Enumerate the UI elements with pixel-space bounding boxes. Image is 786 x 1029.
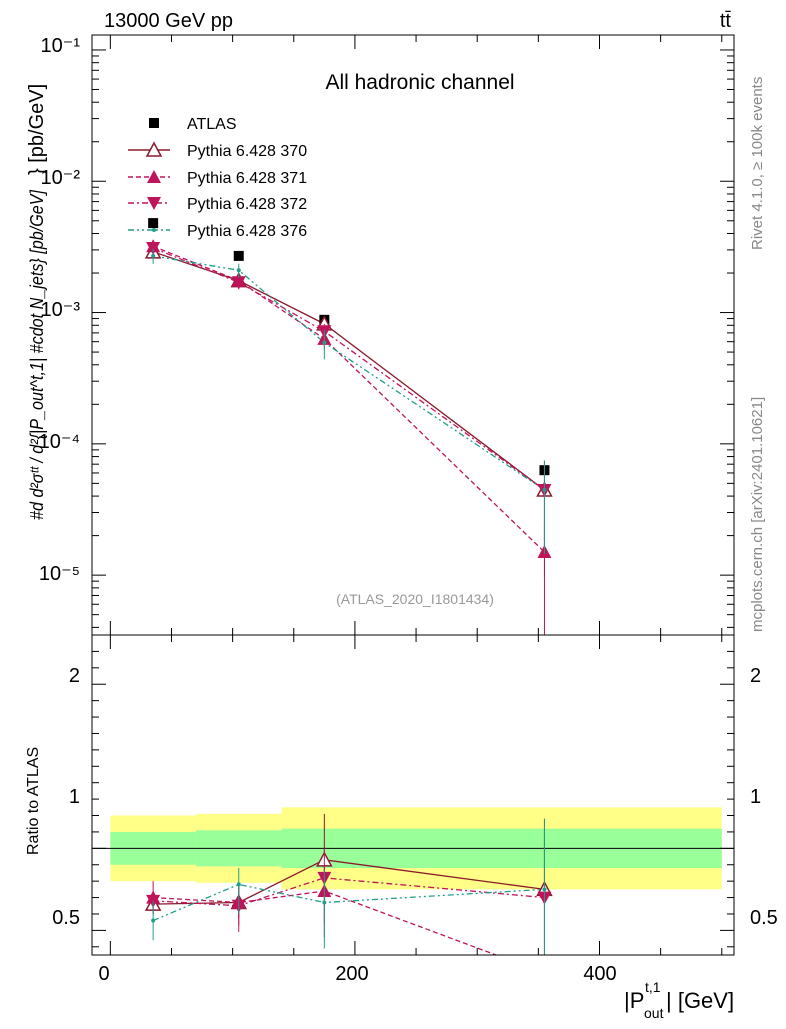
- main-title: All hadronic channel: [325, 71, 514, 94]
- main-series-line-2: [152, 245, 545, 553]
- ratio-series-marks: [144, 813, 553, 979]
- main-point-4-3: [542, 488, 547, 493]
- legend-label-atlas: ATLAS: [187, 116, 237, 133]
- ratio-ytick-left-0.5: 0.5: [52, 907, 80, 929]
- ratio-series-line-2: [153, 877, 545, 907]
- x-axis-label-unit: | [GeV]: [666, 988, 734, 1013]
- legend-marker-370: [145, 141, 163, 157]
- main-x-ticks: [109, 35, 723, 635]
- legend-marker-atlas: [149, 118, 159, 128]
- main-y-axis-unit: } [pb/GeV]: [26, 84, 48, 175]
- legend-entry-372: Pythia 6.428 372: [128, 196, 307, 213]
- legend-label-372: Pythia 6.428 372: [187, 196, 307, 213]
- ratio-plot-panel: 0.5 1 2 0.5 1 2 0 200 400 Ratio to ATLAS…: [25, 634, 778, 1021]
- legend-entry-atlas: ATLAS: [149, 116, 237, 133]
- ratio-point-3-2: [322, 900, 327, 905]
- main-y-ticks: [92, 49, 734, 628]
- ratio-y-ticks: [92, 650, 734, 948]
- x-axis-label-p: |P: [624, 988, 644, 1013]
- ratio-ytick-right-0.5: 0.5: [750, 907, 778, 929]
- ytick-label-1e-2: 10⁻²: [41, 167, 81, 189]
- ratio-point-1-3: [537, 966, 551, 979]
- legend-label-370: Pythia 6.428 370: [187, 143, 307, 160]
- ratio-series-line-3: [152, 883, 545, 922]
- source-label: mcplots.cern.ch [arXiv:2401.10621]: [749, 397, 766, 632]
- main-point-4-2: [322, 340, 327, 345]
- main-series-marks: [144, 218, 553, 635]
- legend-entry-376: Pythia 6.428 376: [128, 223, 307, 240]
- main-plot-panel: 10⁻¹ 10⁻² 10⁻³ 10⁻⁴ 10⁻⁵ All hadronic ch…: [26, 34, 735, 636]
- ratio-point-3-0: [151, 918, 156, 923]
- ratio-x-ticks: [109, 635, 723, 955]
- ratio-point-3-1: [236, 882, 241, 887]
- ratio-ytick-right-1: 1: [750, 786, 761, 808]
- legend-entry-370: Pythia 6.428 370: [128, 141, 307, 160]
- ytick-label-1e-1: 10⁻¹: [41, 35, 81, 57]
- main-series-line-1: [152, 251, 545, 491]
- legend-label-376: Pythia 6.428 376: [187, 223, 307, 240]
- xtick-label-400: 400: [583, 963, 616, 985]
- x-axis-label-superscript: t,1: [645, 979, 661, 995]
- x-axis-label-subscript: out: [644, 1005, 664, 1021]
- legend-label-371: Pythia 6.428 371: [187, 170, 307, 187]
- main-point-3-1: [231, 276, 246, 290]
- legend-marker-376: [152, 228, 156, 232]
- legend-marker-371: [147, 170, 161, 183]
- main-y-axis-label-text: #d d²σᵗᵗ / d²{|P_out^t,1| #cdot N_jets} …: [27, 189, 47, 520]
- main-series-lines: [152, 245, 545, 553]
- ratio-ytick-left-2: 2: [69, 665, 80, 687]
- main-series-line-3: [152, 247, 545, 491]
- ytick-label-1e-3: 10⁻³: [41, 299, 81, 321]
- xtick-label-0: 0: [98, 963, 109, 985]
- main-point-3-0: [146, 242, 161, 256]
- ratio-series-lines: [152, 859, 545, 955]
- main-series-line-4: [153, 255, 545, 491]
- energy-label: 13000 GeV pp: [104, 10, 233, 32]
- ratio-ytick-right-2: 2: [750, 665, 761, 687]
- legend-marker-372: [147, 197, 161, 210]
- main-point-4-1: [236, 268, 241, 273]
- ytick-label-1e-4: 10⁻⁴: [39, 431, 80, 453]
- main-point-4-0: [151, 253, 156, 258]
- ratio-y-axis-label: Ratio to ATLAS: [25, 747, 42, 855]
- ytick-label-1e-5: 10⁻⁵: [39, 563, 80, 585]
- main-point-0-1: [233, 250, 244, 261]
- ratio-plot-frame: [91, 634, 735, 956]
- xtick-label-200: 200: [335, 963, 368, 985]
- analysis-tag: (ATLAS_2020_I1801434): [336, 591, 494, 607]
- legend-entry-371: Pythia 6.428 371: [128, 170, 307, 187]
- legend: ATLAS Pythia 6.428 370 Pythia 6.428 371 …: [128, 116, 307, 240]
- main-y-axis-label: #d d²σᵗᵗ / d²{|P_out^t,1| #cdot N_jets} …: [26, 84, 48, 520]
- process-label: tt̄: [720, 10, 732, 32]
- main-point-0-0: [148, 218, 159, 229]
- ratio-ytick-left-1: 1: [69, 786, 80, 808]
- ratio-point-3-3: [542, 887, 547, 892]
- x-axis-label: |P t,1 out | [GeV]: [624, 979, 734, 1021]
- rivet-label: Rivet 4.1.0, ≥ 100k events: [749, 77, 766, 250]
- ratio-series-line-1: [153, 890, 498, 955]
